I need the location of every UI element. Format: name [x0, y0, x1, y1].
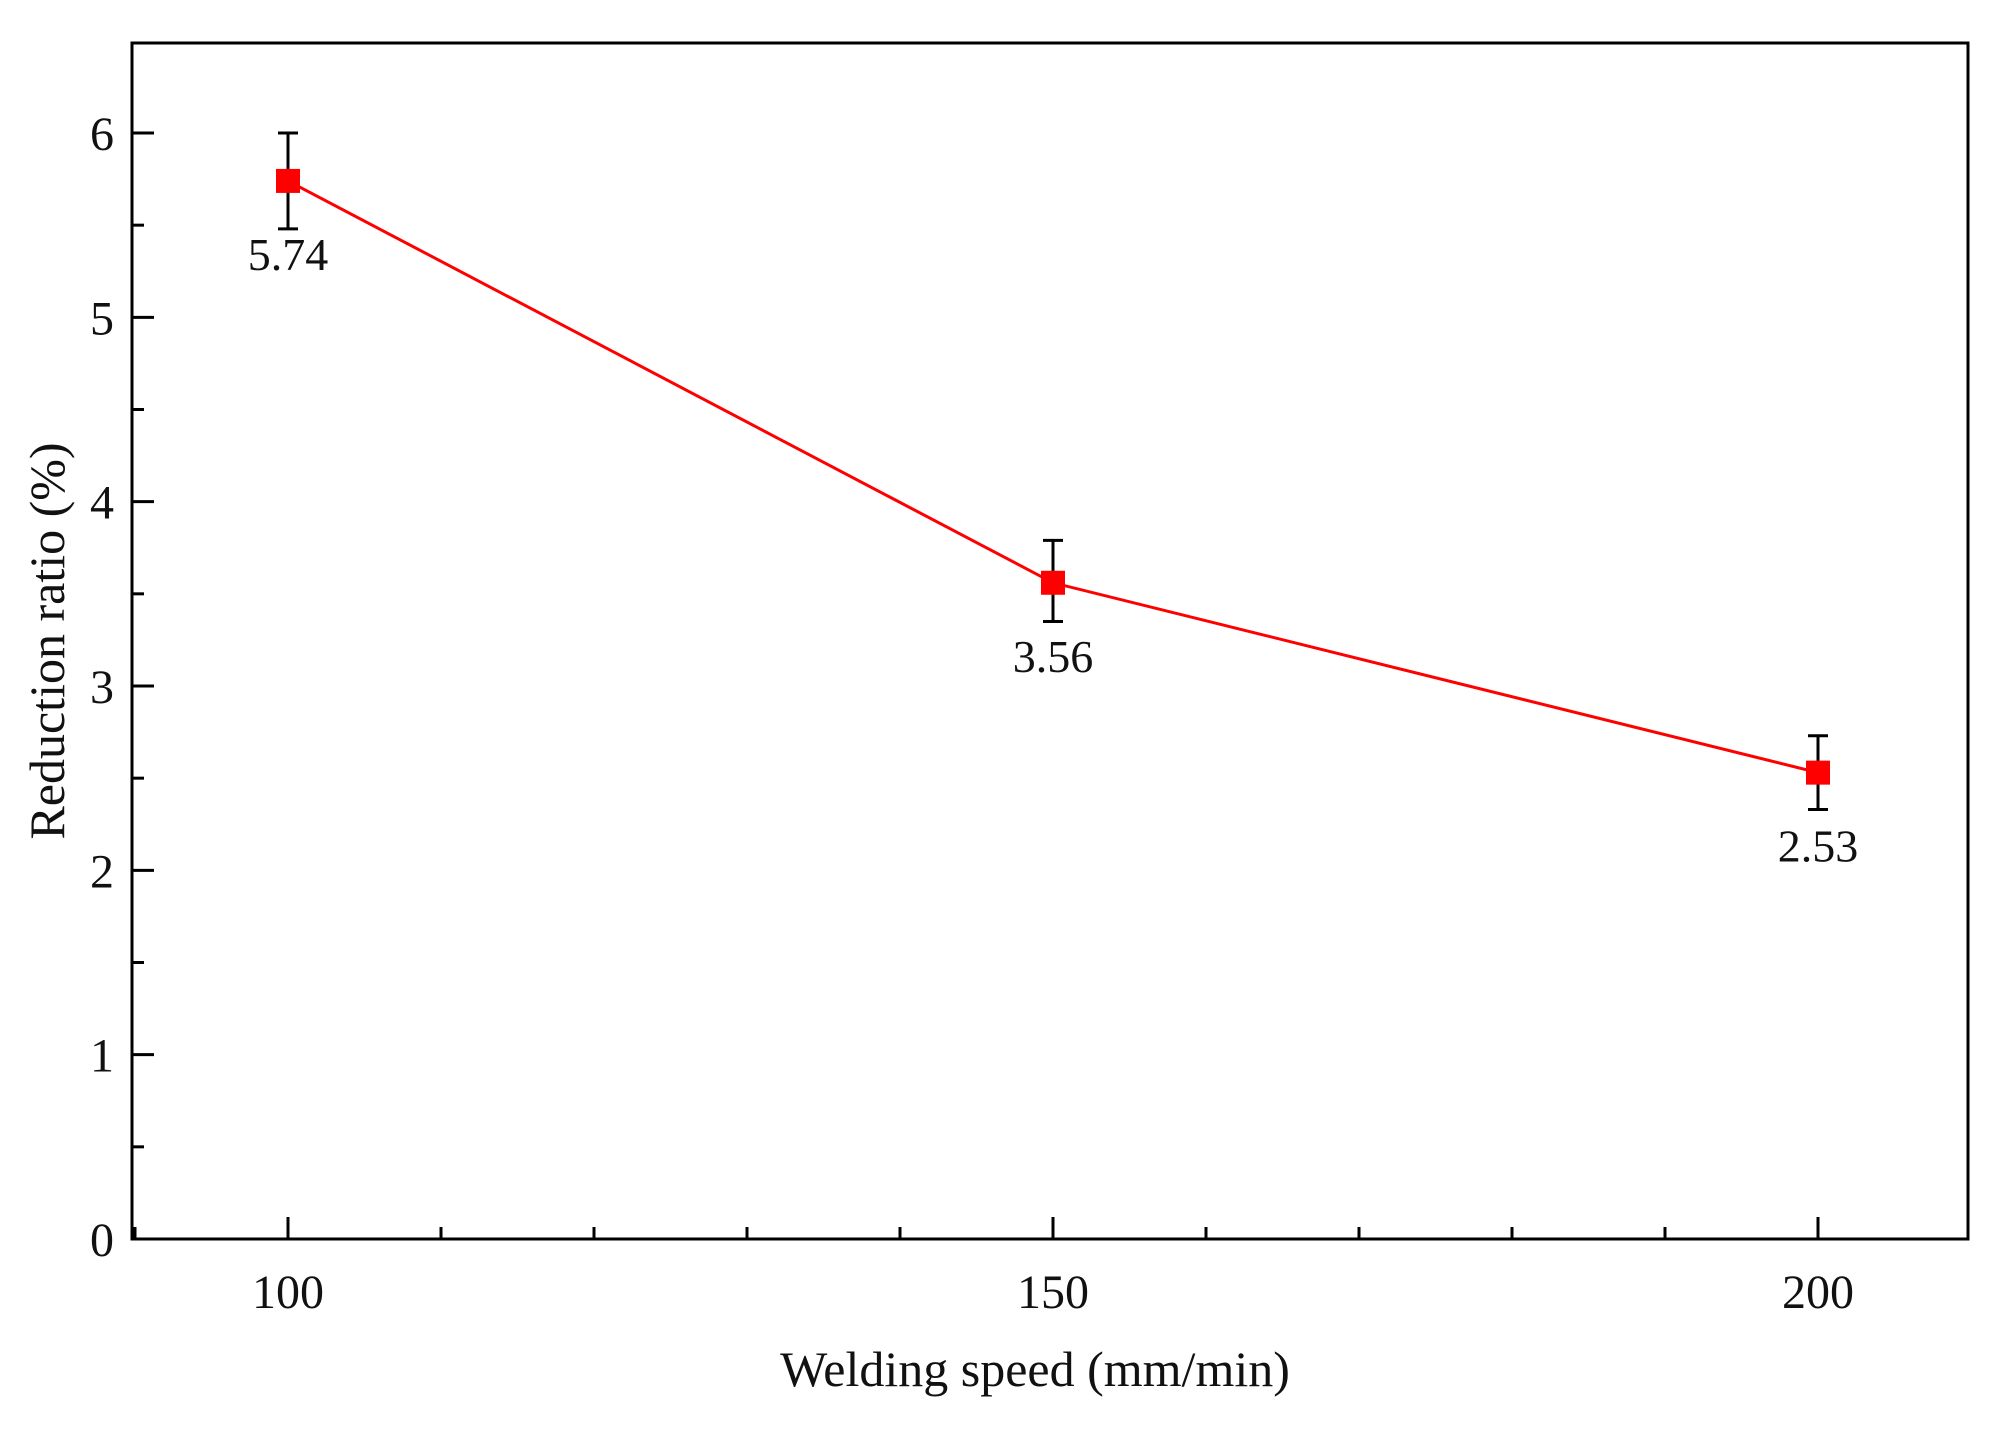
x-axis-ticks: 100 150 200 [133, 1217, 1854, 1319]
y-axis-ticks: 0 1 2 3 4 5 6 [90, 108, 154, 1267]
series-layer: 5.74 3.56 2.53 [248, 131, 1859, 872]
plot-frame [130, 41, 1970, 1241]
y-tick-label: 1 [90, 1030, 114, 1083]
data-point-marker [1806, 760, 1830, 785]
data-label: 5.74 [248, 229, 329, 280]
data-label: 3.56 [1013, 631, 1094, 682]
y-tick-label: 2 [90, 845, 114, 898]
x-axis-title: Welding speed (mm/min) [780, 1341, 1290, 1397]
y-tick-label: 3 [90, 661, 114, 714]
x-tick-label: 150 [1017, 1266, 1089, 1319]
data-point-marker [276, 168, 300, 193]
y-axis-title: Reduction ratio (%) [19, 442, 75, 839]
y-tick-label: 6 [90, 108, 114, 161]
data-label: 2.53 [1778, 821, 1859, 872]
y-tick-label: 4 [90, 477, 114, 530]
y-tick-label: 0 [90, 1214, 114, 1267]
series-line [287, 179, 1819, 775]
y-tick-label: 5 [90, 292, 114, 345]
data-point-marker [1041, 570, 1065, 595]
x-tick-label: 100 [252, 1266, 324, 1319]
x-tick-label: 200 [1782, 1266, 1854, 1319]
